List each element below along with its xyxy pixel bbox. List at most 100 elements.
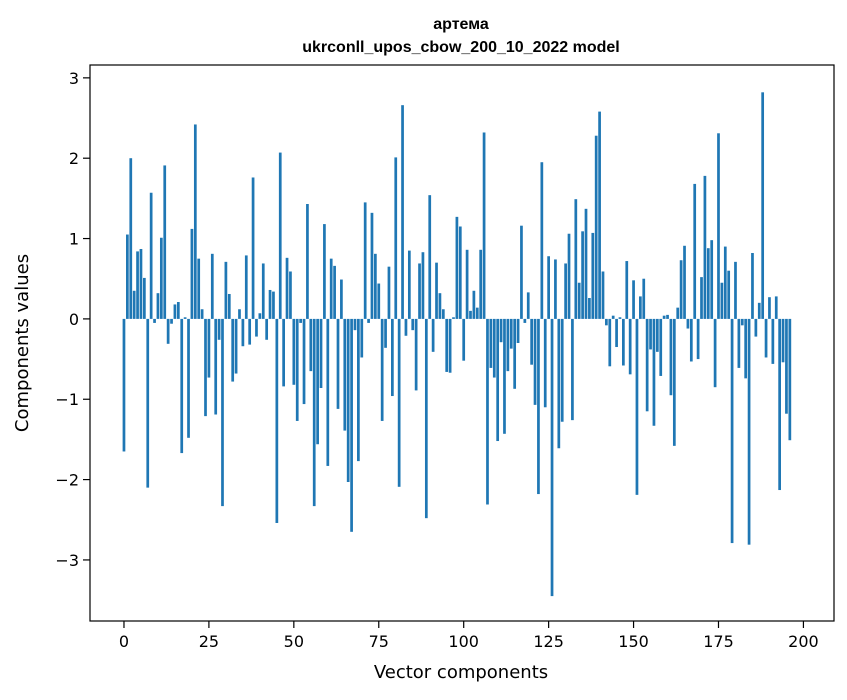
bar-33 [234,318,238,374]
bar-25 [207,318,211,378]
bar-196 [788,318,792,441]
bar-11 [159,237,163,319]
bar-172 [706,248,710,319]
bar-113 [506,318,510,372]
bar-110 [496,318,500,442]
bar-82 [401,105,404,319]
bar-80 [394,157,398,319]
bar-47 [282,318,285,387]
bar-38 [251,177,255,319]
bar-125 [547,256,550,319]
bar-134 [577,282,581,319]
bar-56 [312,318,316,507]
bar-17 [180,318,184,454]
x-tick-label: 0 [119,632,129,651]
bar-5 [139,248,143,319]
bar-79 [391,318,394,397]
bar-147 [622,318,625,366]
bar-64 [340,279,343,319]
bar-35 [241,318,245,347]
bar-193 [778,318,781,491]
bar-74 [374,253,377,319]
bar-14 [170,318,173,324]
bar-84 [407,250,411,319]
bar-78 [387,266,391,319]
bar-155 [649,318,652,350]
bar-97 [452,317,455,319]
bar-76 [380,318,384,421]
bar-157 [655,318,659,352]
bar-181 [737,318,741,368]
bar-137 [588,298,591,319]
y-tick-label: 3 [69,69,79,88]
bar-167 [689,318,693,362]
bar-173 [710,240,714,319]
x-tick-label: 200 [788,632,819,651]
bar-69 [357,318,360,462]
bar-60 [326,318,330,466]
bar-48 [285,257,289,319]
bar-158 [659,318,663,376]
bar-24 [204,318,207,417]
bar-53 [302,318,306,405]
bar-54 [306,204,309,319]
bar-166 [686,318,690,329]
bar-91 [431,318,435,352]
x-axis-ticks: 0 25 50 75 100 125 150 175 200 [119,621,819,651]
bars-layer [122,92,792,597]
bar-116 [516,318,520,343]
bar-101 [465,249,469,319]
bar-70 [360,318,364,358]
bar-89 [424,318,428,519]
bar-39 [255,318,258,337]
bar-130 [564,263,567,319]
bar-96 [448,318,452,373]
bar-23 [200,309,204,319]
bar-184 [747,318,751,545]
bar-138 [591,232,595,319]
bar-136 [584,208,588,319]
bar-111 [499,318,503,343]
y-tick-label: −3 [55,551,79,570]
x-tick-label: 75 [369,632,389,651]
bar-139 [594,135,598,319]
bar-41 [261,263,265,319]
bar-163 [676,307,680,319]
x-tick-label: 175 [703,632,734,651]
bar-142 [605,318,608,326]
bar-85 [411,318,415,331]
bar-58 [319,318,323,388]
bar-145 [615,318,618,348]
bar-32 [231,318,235,382]
y-axis-ticks: −3 −2 −1 0 1 2 3 [55,69,90,570]
bar-178 [727,270,731,319]
chart-title: артема [433,16,489,33]
bar-67 [350,318,353,532]
bar-95 [445,318,449,372]
bar-81 [397,318,401,487]
bar-92 [435,262,438,319]
bar-106 [482,132,486,319]
bar-117 [520,225,523,319]
bar-75 [377,283,381,319]
bar-153 [642,278,646,319]
bar-49 [289,271,292,319]
bar-148 [625,261,629,319]
plot-area-frame [89,64,835,622]
bar-31 [227,293,231,319]
bar-143 [608,318,612,367]
bar-176 [720,282,724,319]
bar-121 [533,318,537,405]
bar-93 [438,293,442,319]
bar-12 [163,165,167,319]
bar-4 [136,251,139,319]
bar-26 [210,253,214,319]
bar-191 [771,318,775,364]
bar-86 [414,318,418,391]
bar-22 [197,258,201,319]
bar-2 [129,158,133,319]
bar-0 [122,318,126,452]
bar-83 [404,318,408,336]
bar-107 [486,318,489,505]
